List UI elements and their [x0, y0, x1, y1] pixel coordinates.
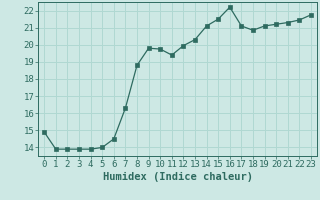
- X-axis label: Humidex (Indice chaleur): Humidex (Indice chaleur): [103, 172, 252, 182]
